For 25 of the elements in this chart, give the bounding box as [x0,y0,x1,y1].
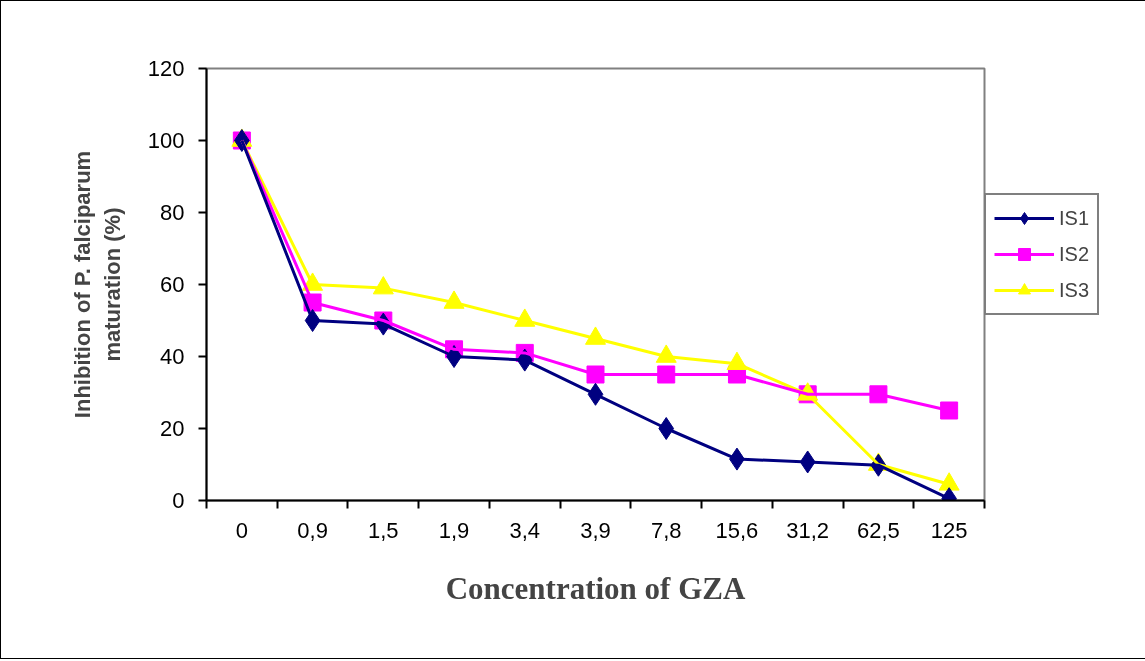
y-tick-label: 60 [160,272,185,297]
y-axis-title: Inhibition of P. falciparum maturation (%) [69,150,125,419]
y-tick-label: 0 [172,488,185,513]
y-tick-label: 40 [160,344,185,369]
y-tick-label: 100 [147,128,185,153]
legend-label: IS2 [1059,242,1090,266]
legend-label: IS1 [1059,206,1090,230]
x-tick-label: 15,6 [715,517,759,543]
legend-label: IS3 [1059,278,1090,302]
x-tick-label: 3,9 [580,517,611,543]
x-tick-label: 31,2 [786,517,830,543]
x-tick-label: 3,4 [509,517,541,543]
x-axis-title: Concentration of GZA [445,570,746,606]
x-tick-label: 0,9 [297,517,328,543]
x-tick-label: 1,9 [438,517,470,543]
point [586,365,605,384]
y-tick-label: 20 [160,416,185,441]
y-tick-label: 80 [160,200,185,225]
x-tick-label: 125 [930,517,968,543]
x-tick-label: 62,5 [857,517,900,543]
y-tick-label: 120 [147,56,185,81]
point [940,401,959,420]
x-tick-label: 0 [235,517,248,543]
x-tick-label: 1,5 [368,517,399,543]
x-tick-label: 7,8 [650,517,682,543]
